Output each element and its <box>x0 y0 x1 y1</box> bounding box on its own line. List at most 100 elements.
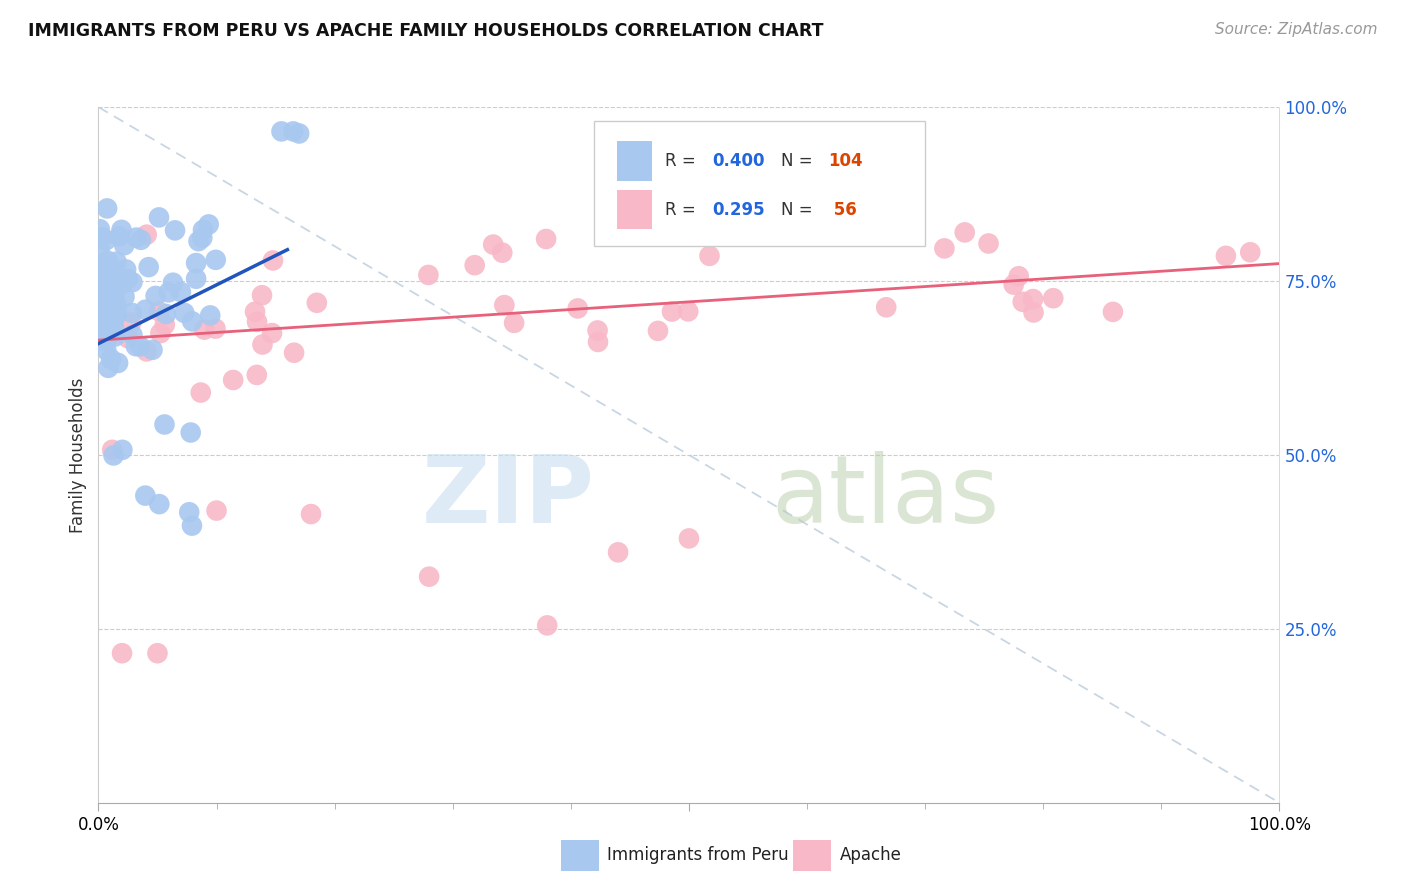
Point <box>89 222 111 236</box>
Point <box>305 295 328 310</box>
Point <box>181 518 204 533</box>
Point <box>97 310 120 324</box>
Point <box>117 331 139 345</box>
Point <box>89 284 111 298</box>
Point <box>103 313 125 327</box>
Point <box>94 233 117 247</box>
Point <box>135 227 157 242</box>
Point <box>148 304 170 318</box>
Text: 0.400: 0.400 <box>713 153 765 170</box>
FancyBboxPatch shape <box>617 190 652 229</box>
Point <box>586 323 609 337</box>
Point <box>418 570 440 584</box>
Text: Apache: Apache <box>839 847 901 864</box>
Point <box>89 322 111 336</box>
Point <box>121 328 143 343</box>
Point <box>97 323 120 337</box>
Point <box>91 230 114 244</box>
Point <box>100 284 122 298</box>
Point <box>1008 269 1031 284</box>
Point <box>977 236 1000 251</box>
FancyBboxPatch shape <box>617 141 652 181</box>
Point <box>170 285 193 299</box>
Point <box>100 352 122 367</box>
Point <box>148 497 170 511</box>
Point <box>567 301 589 316</box>
Point <box>204 252 226 267</box>
Point <box>89 299 111 313</box>
Point <box>180 425 202 440</box>
Point <box>105 254 128 268</box>
Point <box>97 310 120 325</box>
Text: N =: N = <box>782 153 818 170</box>
Point <box>181 314 204 328</box>
Point <box>108 278 131 293</box>
Point <box>491 245 513 260</box>
Point <box>162 276 184 290</box>
Text: 56: 56 <box>828 201 858 219</box>
Point <box>94 301 117 315</box>
Point <box>110 223 132 237</box>
Point <box>96 253 118 268</box>
Point <box>98 268 121 283</box>
Point <box>94 302 117 317</box>
Point <box>97 299 120 313</box>
Point <box>97 295 120 310</box>
Point <box>98 296 121 310</box>
Point <box>661 304 683 318</box>
Point <box>94 299 117 313</box>
Point <box>283 345 305 359</box>
Point <box>134 489 156 503</box>
Point <box>96 202 118 216</box>
Point <box>89 282 111 296</box>
Point <box>262 253 284 268</box>
Text: N =: N = <box>782 201 818 219</box>
Point <box>146 646 169 660</box>
Point <box>875 300 897 314</box>
Point <box>91 334 114 348</box>
Point <box>299 507 322 521</box>
FancyBboxPatch shape <box>595 121 925 246</box>
Point <box>482 237 505 252</box>
Point <box>112 238 135 252</box>
Point <box>111 646 134 660</box>
Point <box>934 241 956 255</box>
Text: 0.295: 0.295 <box>713 201 765 219</box>
Point <box>108 229 131 244</box>
Point <box>1022 292 1045 306</box>
Point <box>107 274 129 288</box>
Point <box>97 360 120 375</box>
Point <box>141 343 163 357</box>
Point <box>586 334 609 349</box>
Point <box>91 301 114 316</box>
Point <box>494 298 516 312</box>
Point <box>104 329 127 343</box>
Point <box>953 226 976 240</box>
Point <box>534 232 557 246</box>
Point <box>91 262 114 277</box>
Point <box>135 344 157 359</box>
Point <box>107 356 129 370</box>
Point <box>89 260 111 274</box>
Point <box>101 302 124 317</box>
Point <box>129 233 152 247</box>
Point <box>184 256 207 270</box>
Point <box>121 275 143 289</box>
Point <box>163 223 186 237</box>
Point <box>125 339 148 353</box>
Text: R =: R = <box>665 153 702 170</box>
Point <box>97 292 120 306</box>
Point <box>200 309 222 323</box>
Point <box>145 289 167 303</box>
Point <box>94 295 117 310</box>
Point <box>260 326 283 340</box>
Point <box>205 503 228 517</box>
Point <box>676 304 699 318</box>
Point <box>103 320 125 334</box>
Point <box>246 368 269 382</box>
Point <box>93 291 115 305</box>
Point <box>153 417 176 432</box>
Point <box>678 532 700 546</box>
Point <box>96 273 118 287</box>
Point <box>270 124 292 138</box>
